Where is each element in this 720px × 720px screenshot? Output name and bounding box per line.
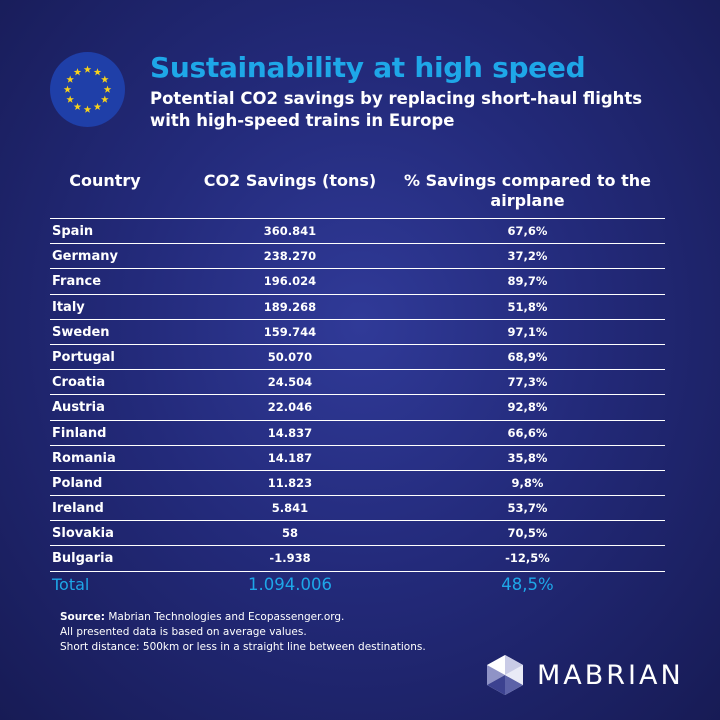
note-distance: Short distance: 500km or less in a strai… bbox=[60, 641, 426, 653]
cell-country: Romania bbox=[52, 450, 116, 466]
page-subtitle: Potential CO2 savings by replacing short… bbox=[150, 89, 643, 130]
total-percent: 48,5% bbox=[501, 574, 554, 594]
note-average: All presented data is based on average v… bbox=[60, 626, 307, 638]
cell-percent: 92,8% bbox=[507, 400, 548, 415]
flag-star bbox=[93, 102, 102, 111]
cell-country: Poland bbox=[52, 475, 103, 491]
cell-percent: 37,2% bbox=[507, 249, 548, 264]
cell-savings: 22.046 bbox=[267, 400, 313, 415]
source-label: Source: bbox=[60, 611, 105, 623]
table-row: Romania 14.187 35,8% bbox=[50, 446, 665, 471]
eu-flag-icon bbox=[50, 52, 125, 127]
table-row: Spain 360.841 67,6% bbox=[50, 219, 665, 245]
cell-percent: 77,3% bbox=[507, 375, 548, 390]
table-row: Portugal 50.070 68,9% bbox=[50, 345, 665, 371]
cell-country: Sweden bbox=[52, 324, 110, 340]
table-row: Sweden 159.744 97,1% bbox=[50, 320, 665, 345]
cell-percent: 66,6% bbox=[507, 425, 548, 440]
cell-country: Portugal bbox=[52, 349, 115, 365]
cell-percent: 97,1% bbox=[507, 324, 548, 339]
cell-percent: 35,8% bbox=[507, 450, 548, 465]
cell-savings: 11.823 bbox=[267, 475, 313, 490]
flag-star bbox=[101, 95, 109, 103]
flag-star bbox=[63, 85, 72, 93]
cell-savings: 14.187 bbox=[267, 450, 313, 465]
cell-percent: 9,8% bbox=[511, 475, 544, 490]
flag-star bbox=[103, 85, 112, 93]
mabrian-logo: MABRIAN bbox=[485, 654, 684, 696]
table-header: Country CO2 Savings (tons) % Savings com… bbox=[50, 168, 665, 219]
cell-percent: 89,7% bbox=[507, 274, 548, 289]
total-savings: 1.094.006 bbox=[248, 574, 332, 594]
column-header-country: Country bbox=[69, 171, 141, 190]
cell-country: France bbox=[52, 274, 102, 290]
cell-savings: 189.268 bbox=[263, 299, 317, 314]
mabrian-logo-icon bbox=[487, 655, 523, 695]
table-row: Poland 11.823 9,8% bbox=[50, 471, 665, 497]
logo-wordmark: MABRIAN bbox=[537, 659, 684, 691]
cell-percent: -12,5% bbox=[505, 551, 550, 566]
cell-savings: 159.744 bbox=[263, 324, 317, 339]
cell-percent: 51,8% bbox=[507, 299, 548, 314]
cell-country: Austria bbox=[52, 400, 105, 416]
table-row: Finland 14.837 66,6% bbox=[50, 421, 665, 446]
cell-percent: 68,9% bbox=[507, 349, 548, 364]
table-body: Spain 360.841 67,6% Germany 238.270 37,2% Fran… bbox=[50, 219, 665, 572]
flag-star bbox=[73, 68, 82, 76]
table-row: Italy 189.268 51,8% bbox=[50, 295, 665, 320]
table-row: Bulgaria -1.938 -12,5% bbox=[50, 546, 665, 572]
flag-star bbox=[93, 68, 102, 76]
cell-country: Spain bbox=[52, 224, 94, 239]
table-total-row: Total 1.094.006 48,5% bbox=[50, 572, 665, 598]
table-row: Ireland 5.841 53,7% bbox=[50, 496, 665, 522]
cell-country: Croatia bbox=[52, 375, 106, 391]
page-title: Sustainability at high speed bbox=[150, 51, 586, 84]
cell-savings: 24.504 bbox=[267, 375, 313, 390]
cell-country: Slovakia bbox=[52, 526, 114, 542]
column-header-savings: CO2 Savings (tons) bbox=[203, 171, 377, 190]
cell-percent: 67,6% bbox=[507, 224, 548, 238]
cell-percent: 53,7% bbox=[507, 501, 548, 516]
cell-savings: 238.270 bbox=[263, 249, 317, 264]
cell-savings: 14.837 bbox=[267, 425, 313, 440]
cell-savings: 58 bbox=[281, 526, 298, 541]
cell-savings: 196.024 bbox=[263, 274, 317, 289]
cell-country: Bulgaria bbox=[52, 551, 114, 567]
flag-star bbox=[66, 75, 74, 83]
cell-savings: 50.070 bbox=[267, 349, 313, 364]
cell-percent: 70,5% bbox=[507, 526, 548, 541]
table-row: Germany 238.270 37,2% bbox=[50, 244, 665, 270]
table-row: Austria 22.046 92,8% bbox=[50, 395, 665, 421]
column-header-percent: % Savings compared to the airplane bbox=[403, 171, 652, 210]
savings-table: Country CO2 Savings (tons) % Savings com… bbox=[50, 168, 665, 598]
source-note: Source: Mabrian Technologies and Ecopass… bbox=[60, 610, 426, 655]
flag-star bbox=[83, 105, 92, 113]
flag-star bbox=[101, 75, 109, 83]
cell-savings: -1.938 bbox=[269, 551, 311, 566]
cell-savings: 5.841 bbox=[271, 501, 309, 516]
cell-country: Finland bbox=[52, 425, 107, 441]
cell-country: Italy bbox=[52, 299, 85, 315]
source-text: Mabrian Technologies and Ecopassenger.or… bbox=[104, 611, 345, 623]
flag-star bbox=[83, 65, 92, 73]
table-row: Slovakia 58 70,5% bbox=[50, 521, 665, 547]
flag-star bbox=[73, 102, 82, 111]
total-label: Total bbox=[52, 574, 90, 594]
cell-savings: 360.841 bbox=[263, 224, 317, 238]
table-row: France 196.024 89,7% bbox=[50, 269, 665, 295]
cell-country: Ireland bbox=[52, 501, 104, 517]
flag-star bbox=[66, 95, 74, 103]
cell-country: Germany bbox=[52, 249, 118, 265]
table-row: Croatia 24.504 77,3% bbox=[50, 370, 665, 396]
